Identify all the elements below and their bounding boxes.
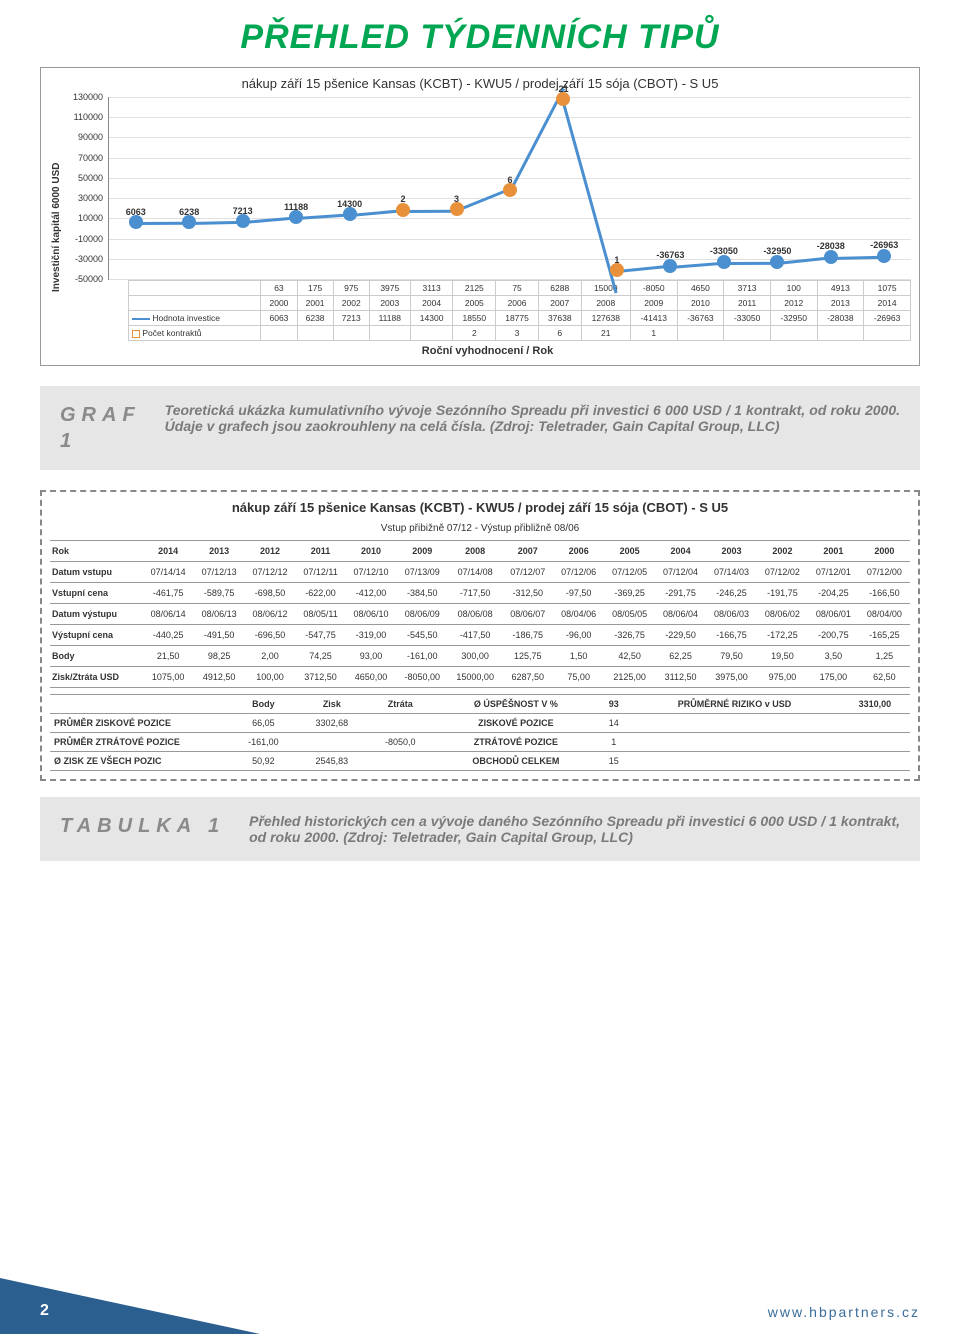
chart-point (556, 92, 570, 106)
page-number: 2 (40, 1302, 49, 1320)
chart-point (182, 215, 196, 229)
chart-point (717, 255, 731, 269)
y-axis-label: Investiční kapitál 6000 USD (49, 97, 64, 357)
table-subtitle: Vstup přibižně 07/12 - Výstup přibližně … (50, 523, 910, 534)
chart-point (663, 259, 677, 273)
tabulka-caption: TABULKA 1 Přehled historických cen a výv… (40, 797, 920, 861)
page-title: PŘEHLED TÝDENNÍCH TIPŮ (0, 0, 960, 67)
chart-title: nákup září 15 pšenice Kansas (KCBT) - KW… (49, 76, 911, 91)
caption-label-tabulka: TABULKA 1 (60, 813, 225, 839)
footer-triangle (0, 1278, 260, 1334)
page-footer: 2 www.hbpartners.cz (0, 1278, 960, 1334)
caption-label-graf: GRAF1 (60, 402, 141, 454)
graf-caption: GRAF1 Teoretická ukázka kumulativního vý… (40, 386, 920, 470)
x-axis-label: Roční vyhodnocení / Rok (64, 345, 911, 357)
chart-point (877, 249, 891, 263)
caption-text-graf: Teoretická ukázka kumulativního vývoje S… (165, 402, 900, 434)
table-title: nákup září 15 pšenice Kansas (KCBT) - KW… (50, 500, 910, 515)
chart-plot: 1300001100009000070000500003000010000-10… (108, 97, 911, 280)
table-container: nákup září 15 pšenice Kansas (KCBT) - KW… (40, 490, 920, 781)
chart-data-table: 6317597539753113212575628815000-80504650… (128, 280, 911, 341)
chart-point (503, 183, 517, 197)
chart-point (129, 215, 143, 229)
historical-table: Rok2014201320122011201020092008200720062… (50, 540, 910, 688)
chart-point (236, 214, 250, 228)
caption-text-tabulka: Přehled historických cen a vývoje daného… (249, 813, 900, 845)
chart-point (450, 202, 464, 216)
chart-point (343, 207, 357, 221)
chart-point (610, 263, 624, 277)
chart-point (396, 203, 410, 217)
footer-url: www.hbpartners.cz (768, 1304, 920, 1320)
summary-table: BodyZiskZtrátaØ ÚSPĚŠNOST V %93PRŮMĚRNÉ … (50, 694, 910, 771)
chart-point (824, 250, 838, 264)
chart-point (770, 255, 784, 269)
chart-point (289, 210, 303, 224)
chart-container: nákup září 15 pšenice Kansas (KCBT) - KW… (40, 67, 920, 366)
